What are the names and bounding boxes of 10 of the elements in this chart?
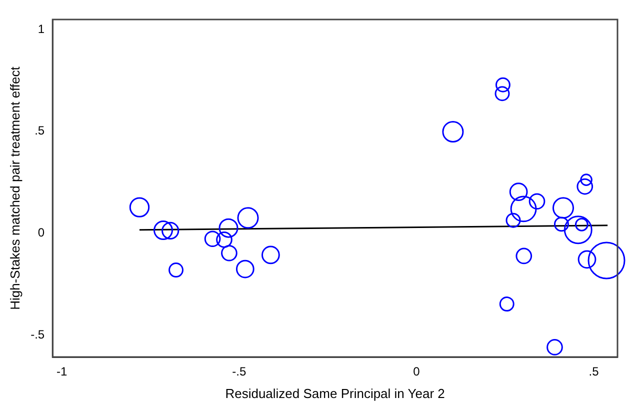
x-tick-label: 0 [413,364,420,379]
y-tick-label: 0 [38,225,45,240]
x-tick-label: -1 [56,364,68,379]
y-axis-title: High-Stakes matched pair treatment effect [7,66,22,310]
y-tick-label: 1 [38,22,45,36]
y-tick-label: -.5 [30,327,45,342]
y-tick-label: .5 [34,124,45,138]
x-tick-label: -.5 [232,364,246,379]
x-tick-label: .5 [588,364,600,379]
x-axis-title: Residualized Same Principal in Year 2 [225,386,445,401]
